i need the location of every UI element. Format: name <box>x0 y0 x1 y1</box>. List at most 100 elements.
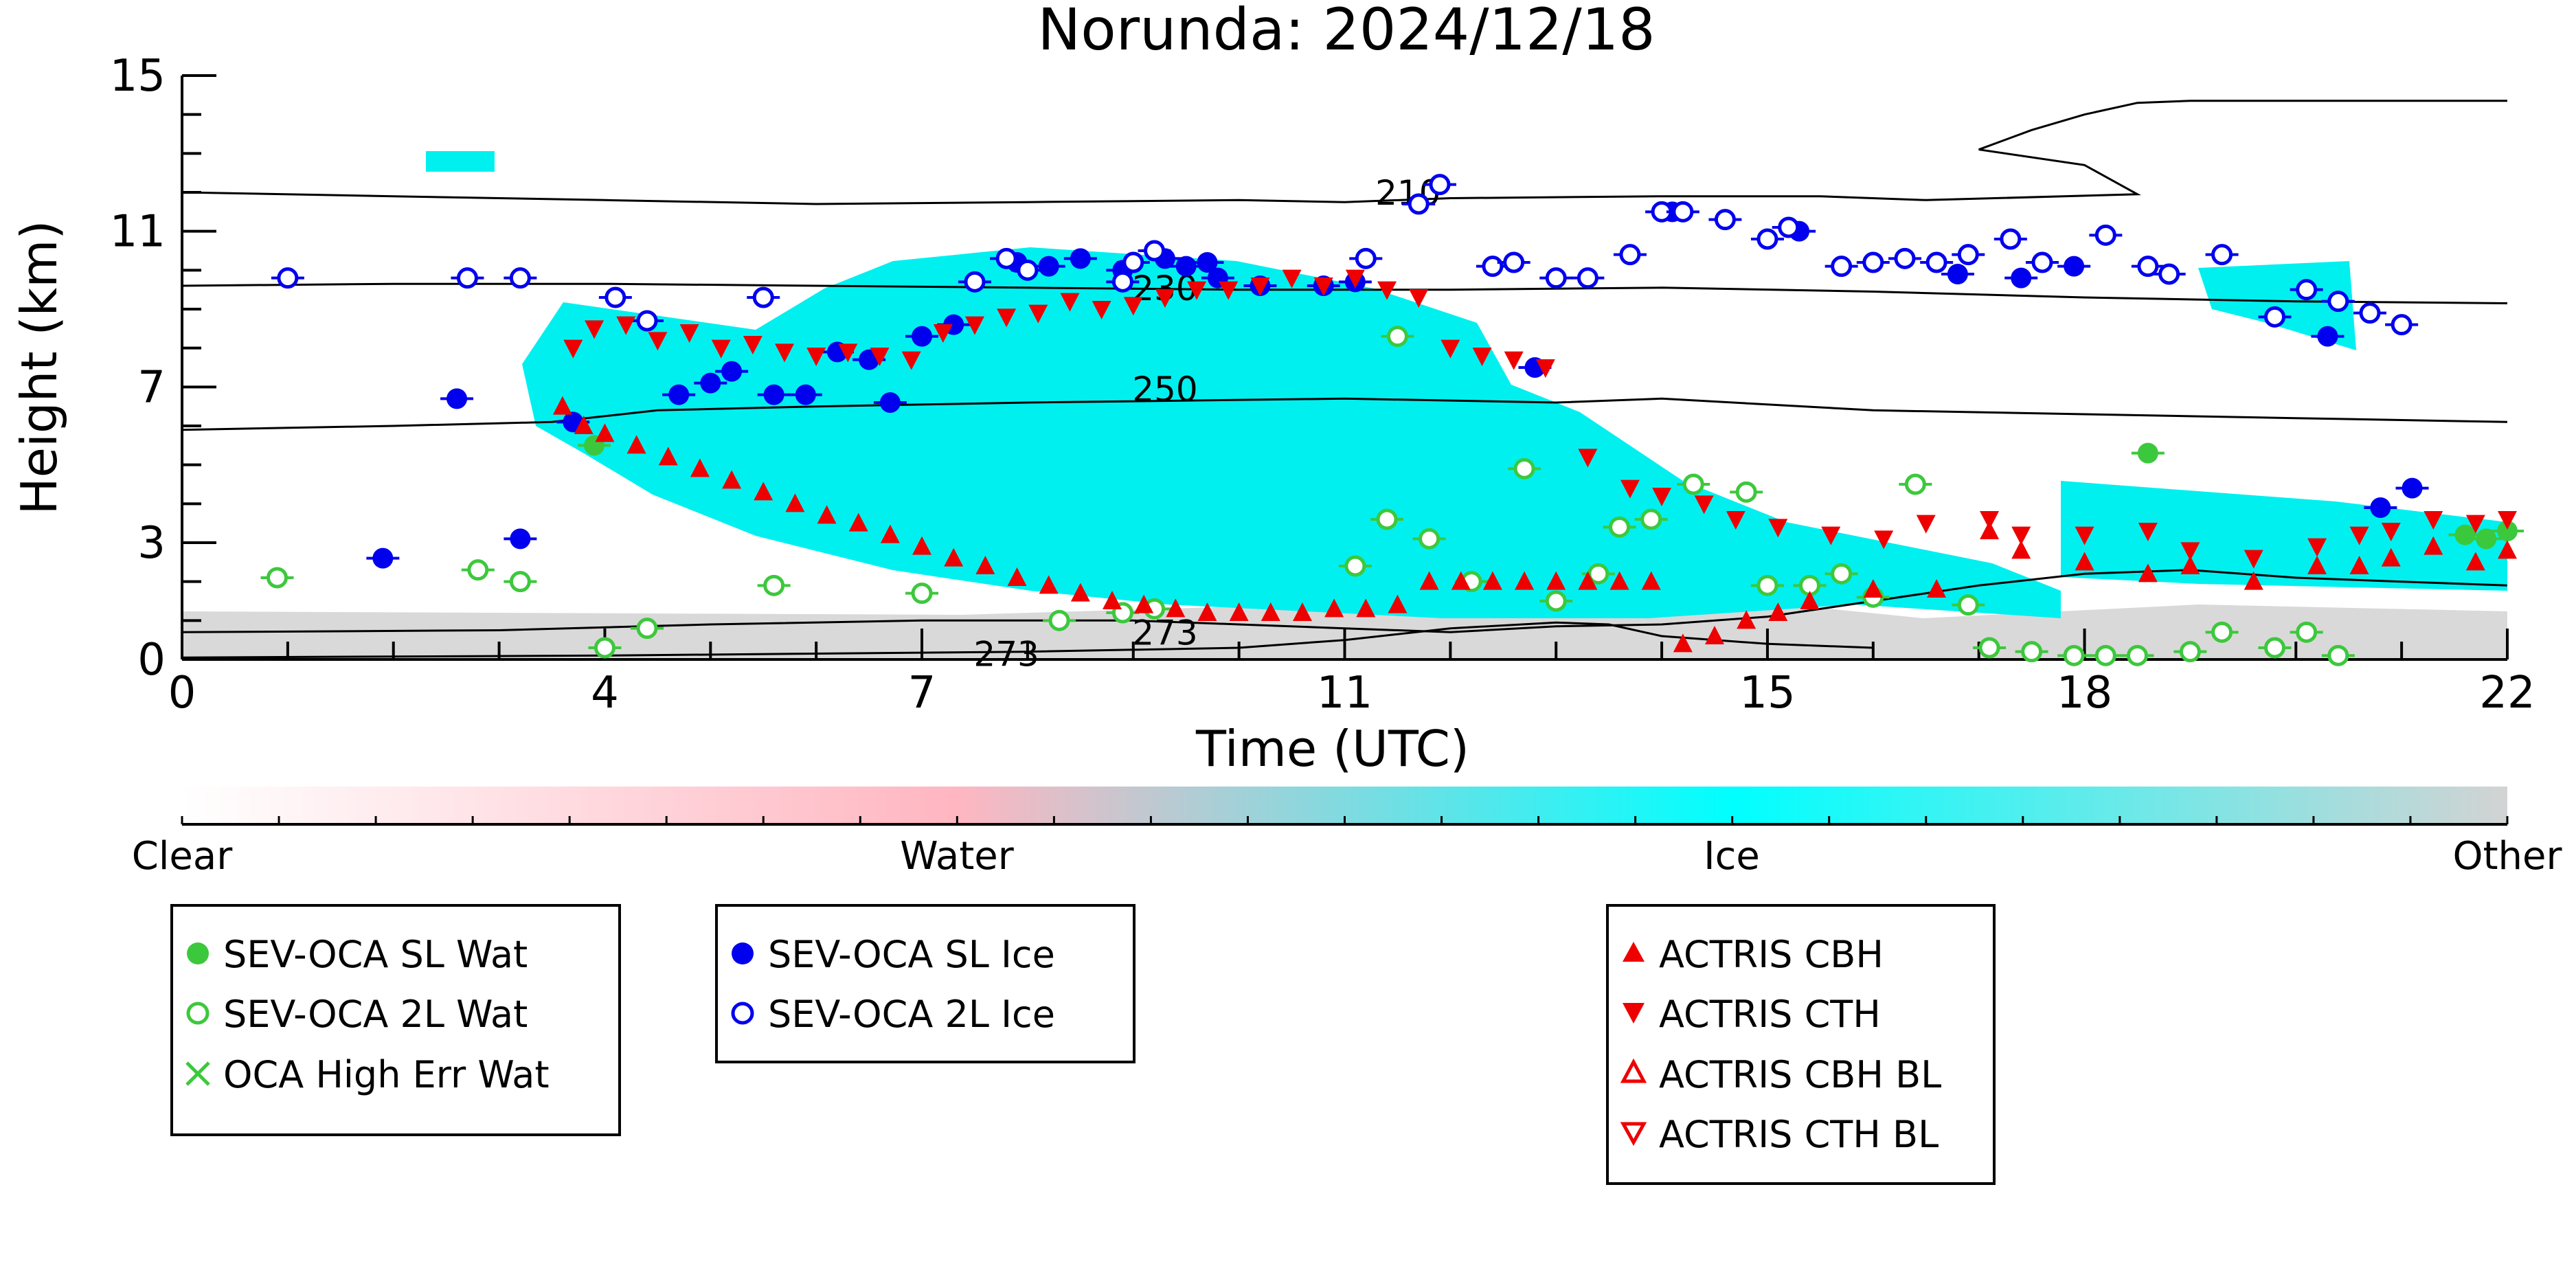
sev-oca-sl-wat-point <box>2497 521 2518 541</box>
sev-oca-2l-wat-point <box>1957 594 1979 616</box>
sev-oca-2l-ice-point <box>2327 291 2349 313</box>
actris-cth-point <box>1535 359 1555 378</box>
actris-cth-point <box>1726 511 1745 530</box>
sev-oca-2l-ice-point <box>1778 216 1800 238</box>
sev-oca-2l-wat-point <box>2327 644 2349 666</box>
sev-oca-2l-ice-point <box>2264 306 2285 328</box>
sev-oca-2l-wat-point <box>1756 574 1778 596</box>
sev-oca-2l-wat-point <box>1513 457 1535 479</box>
legend-entry-actris-cth: ACTRIS CTH <box>1623 993 1881 1036</box>
legend-actris: ACTRIS CBH ACTRIS CTH ACTRIS CBH BL ACTR… <box>1606 904 1996 1185</box>
actris-cbh-point <box>817 505 837 524</box>
actris-cth-point <box>933 324 953 343</box>
sev-oca-2l-wat-point <box>594 637 615 659</box>
actris-cth-point <box>1377 281 1397 300</box>
actris-cbh-point <box>1737 610 1756 629</box>
sev-oca-sl-ice-point <box>879 392 901 413</box>
sev-oca-2l-wat-point <box>1386 326 1408 348</box>
actris-cth-point <box>2011 526 2031 545</box>
sev-oca-sl-ice-point <box>763 384 784 405</box>
sev-oca-2l-ice-point <box>1756 228 1778 250</box>
actris-cbh-point <box>1292 602 1312 621</box>
actris-cbh-point <box>848 512 868 532</box>
actris-cth-point <box>2465 515 2485 534</box>
sev-oca-2l-ice-point <box>1672 201 1694 223</box>
sev-oca-sl-wat-point <box>2137 442 2158 464</box>
actris-cbh-point <box>2138 563 2158 583</box>
actris-cth-point <box>2075 526 2094 545</box>
actris-cbh-point <box>1578 571 1598 590</box>
svg-text:ACTRIS CTH: ACTRIS CTH <box>1659 993 1881 1036</box>
actris-cth-point <box>775 343 795 363</box>
actris-cth-point <box>711 339 731 359</box>
actris-cth-point <box>901 351 921 370</box>
svg-text:SEV-OCA 2L Ice: SEV-OCA 2L Ice <box>768 993 1055 1036</box>
sev-oca-2l-wat-point <box>467 559 489 581</box>
x-tick-label: 18 <box>2057 668 2112 719</box>
actris-cth-point <box>1694 495 1714 515</box>
actris-cth-point <box>1916 515 1936 534</box>
sev-oca-sl-ice-point <box>1175 256 1197 277</box>
sev-oca-2l-ice-point <box>456 267 478 289</box>
sev-oca-sl-ice-point <box>510 528 531 550</box>
ice-phase-area <box>522 247 2061 618</box>
sev-oca-sl-ice-point <box>2064 256 2085 277</box>
sev-oca-2l-wat-point <box>2126 644 2148 666</box>
x-axis-label: Time (UTC) <box>1195 720 1469 778</box>
sev-oca-2l-ice-point <box>2137 256 2159 278</box>
actris-cth-point <box>2424 511 2443 530</box>
sev-oca-2l-wat-point <box>1978 637 2000 659</box>
actris-cbh-point <box>1800 591 1820 609</box>
actris-cbh-point <box>1007 567 1027 586</box>
sev-oca-2l-wat-point <box>1682 473 1704 495</box>
sev-oca-2l-ice-point <box>1482 256 1504 278</box>
actris-cth-point <box>1768 519 1788 538</box>
ice-phase-streak <box>426 151 495 172</box>
sev-oca-2l-wat-point <box>636 618 658 640</box>
contour-line <box>182 282 2507 304</box>
actris-cth-point <box>585 320 605 339</box>
sev-oca-2l-wat-point <box>2179 641 2201 663</box>
actris-cth-point <box>1219 281 1239 300</box>
axes: 0 3 7 11 15 0 4 7 11 15 18 22 Time (UTC) Height (k… <box>10 51 2535 778</box>
actris-cbh-point <box>2424 536 2443 555</box>
sev-oca-2l-ice-point <box>1144 240 1166 262</box>
sev-oca-2l-wat-point <box>2094 644 2116 666</box>
sev-oca-2l-ice-point <box>2211 244 2233 266</box>
contour-label: 273 <box>1132 613 1197 653</box>
actris-cth-point <box>1282 269 1302 289</box>
colorbar-label-water: Water <box>900 834 1015 879</box>
cloud-phase-field <box>182 151 2507 659</box>
actris-cbh-point <box>912 536 932 555</box>
actris-cbh-point <box>1166 598 1186 618</box>
actris-cth-point <box>1250 278 1270 296</box>
temperature-contours <box>182 100 2507 659</box>
sev-oca-sl-ice-point <box>2402 477 2423 499</box>
sev-oca-sl-ice-point <box>447 388 468 409</box>
sev-oca-2l-wat-point <box>1545 590 1567 612</box>
legend-entry-sev-oca-sl-wat: SEV-OCA SL Wat <box>187 933 528 976</box>
sev-oca-2l-ice-point <box>2391 314 2413 336</box>
ice-phase-area-upper <box>2198 261 2356 350</box>
sev-oca-sl-ice-point <box>372 547 394 569</box>
legend-water: SEV-OCA SL Wat SEV-OCA 2L Wat OCA High E… <box>170 904 621 1136</box>
sev-oca-sl-ice-point <box>1070 248 1091 269</box>
actris-cth-point <box>964 316 984 335</box>
sev-oca-2l-wat-point <box>1588 563 1609 585</box>
actris-cth-point <box>806 348 826 366</box>
svg-text:OCA High Err Wat: OCA High Err Wat <box>223 1053 550 1096</box>
sev-oca-2l-ice-point <box>1714 209 1736 231</box>
sev-oca-sl-ice-point <box>1197 252 1218 273</box>
x-tick-label: 22 <box>2479 668 2535 719</box>
sev-oca-2l-ice-point <box>1503 251 1525 273</box>
legend-ice: SEV-OCA SL Ice SEV-OCA 2L Ice <box>715 904 1136 1063</box>
legends: SEV-OCA SL Wat SEV-OCA 2L Wat OCA High E… <box>170 904 1996 1185</box>
other-phase-area <box>182 591 2507 659</box>
sev-oca-2l-ice-point <box>1862 251 1884 273</box>
sev-oca-sl-wat-point <box>2454 524 2476 545</box>
actris-cth-point <box>1028 304 1048 324</box>
y-tick-label: 7 <box>137 362 166 413</box>
actris-cth-point <box>1980 511 2000 530</box>
sev-oca-2l-wat-point <box>1344 555 1366 577</box>
actris-cbh-point <box>1515 571 1535 590</box>
